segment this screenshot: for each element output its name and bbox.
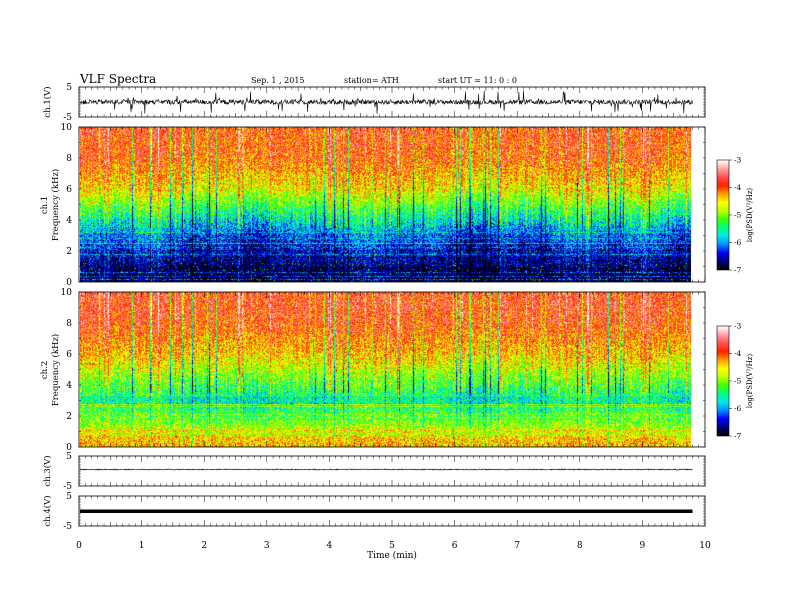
ch4-waveform-panel: 5 -5 ch.4(V) <box>42 492 706 532</box>
date-text: Sep. 1 , 2015 <box>251 76 305 85</box>
station-text: station= ATH <box>344 76 399 85</box>
colorbar-tick-label: -7 <box>734 266 742 275</box>
x-axis-label: Time (min) <box>367 550 417 561</box>
ch2-colorbar <box>717 326 729 436</box>
x-tick-label: 0 <box>76 541 82 551</box>
ch1-spectrogram-ticks <box>78 126 706 283</box>
ch4-waveform-ticks <box>78 495 706 527</box>
ch1-ytick-bottom: -5 <box>63 113 72 123</box>
figure-title: VLF Spectra <box>79 72 156 86</box>
colorbar-tick-label: -6 <box>734 404 742 413</box>
freq-tick-label: 4 <box>66 216 72 226</box>
freq-tick-label: 10 <box>61 288 73 298</box>
ch1-spectrogram-ytick-labels: 0 2 4 6 8 10 <box>61 123 73 288</box>
ch2-spectrogram-image <box>80 292 691 447</box>
x-tick-label: 7 <box>514 541 520 551</box>
colorbar-tick-label: -5 <box>734 211 742 220</box>
ch1-waveform-trace <box>79 90 693 114</box>
x-tick-label: 4 <box>327 541 333 551</box>
freq-tick-label: 2 <box>66 247 72 257</box>
ch3-ytick-top: 5 <box>66 452 72 462</box>
spec2-freq-label: Frequency (kHz) <box>50 334 61 406</box>
colorbar-tick-label: -4 <box>734 183 742 192</box>
x-tick-label: 6 <box>452 541 458 551</box>
ch1-colorbar <box>717 160 729 270</box>
spec2-channel-label: ch.2 <box>40 361 50 379</box>
freq-tick-label: 0 <box>66 278 72 288</box>
ch3-waveform-panel: 5 -5 ch.3(V) <box>42 452 706 492</box>
freq-tick-label: 8 <box>66 319 72 329</box>
x-tick-label: 1 <box>139 541 145 551</box>
freq-tick-label: 6 <box>66 185 72 195</box>
freq-tick-label: 4 <box>66 381 72 391</box>
colorbar-tick-label: -5 <box>734 377 742 386</box>
ch4-waveform-trace <box>80 509 693 513</box>
colorbar-tick-label: -3 <box>734 322 742 331</box>
x-tick-label: 3 <box>264 541 270 551</box>
x-tick-label: 9 <box>640 541 646 551</box>
colorbar-tick-label: -3 <box>734 156 742 165</box>
freq-tick-label: 0 <box>66 443 72 453</box>
start-time-text: start UT = 11: 0 : 0 <box>438 76 517 85</box>
ch1-spectrogram-image <box>80 127 691 282</box>
x-tick-label: 10 <box>699 541 711 551</box>
ch1-waveform-ticks <box>78 86 706 118</box>
x-tick-label: 5 <box>389 541 395 551</box>
freq-tick-label: 6 <box>66 350 72 360</box>
ch2-colorbar-ticks: -3 -4 -5 -6 -7 <box>729 322 742 441</box>
ch1-waveform-panel: 5 -5 ch.1(V) <box>42 83 706 123</box>
ch4-ylabel: ch.4(V) <box>42 495 53 526</box>
ch1-ylabel: ch.1(V) <box>42 86 53 117</box>
ch3-ylabel: ch.3(V) <box>42 455 53 486</box>
x-axis-tick-labels: 0 1 2 3 4 5 6 7 8 9 10 <box>76 541 711 551</box>
freq-tick-label: 8 <box>66 154 72 164</box>
ch1-colorbar-ticks: -3 -4 -5 -6 -7 <box>729 156 742 275</box>
colorbar-tick-label: -4 <box>734 349 742 358</box>
ch2-spectrogram-ticks <box>78 291 706 448</box>
ch3-ytick-bottom: -5 <box>63 482 72 492</box>
ch3-waveform-trace <box>79 468 693 471</box>
freq-tick-label: 2 <box>66 412 72 422</box>
spec1-channel-label: ch.1 <box>40 196 50 214</box>
ch2-spectrogram-ytick-labels: 0 2 4 6 8 10 <box>61 288 73 453</box>
colorbar-tick-label: -7 <box>734 432 742 441</box>
x-tick-label: 8 <box>577 541 583 551</box>
ch1-ytick-top: 5 <box>66 83 72 93</box>
ch2-colorbar-label: log(PSD(V²/Hz) <box>746 354 754 409</box>
freq-tick-label: 10 <box>61 123 73 133</box>
ch4-ytick-top: 5 <box>66 492 72 502</box>
spec1-freq-label: Frequency (kHz) <box>50 169 61 241</box>
ch3-waveform-ticks <box>78 455 706 487</box>
x-tick-label: 2 <box>201 541 207 551</box>
ch4-ytick-bottom: -5 <box>63 522 72 532</box>
ch1-colorbar-label: log(PSD(V²/Hz) <box>746 188 754 243</box>
colorbar-tick-label: -6 <box>734 238 742 247</box>
